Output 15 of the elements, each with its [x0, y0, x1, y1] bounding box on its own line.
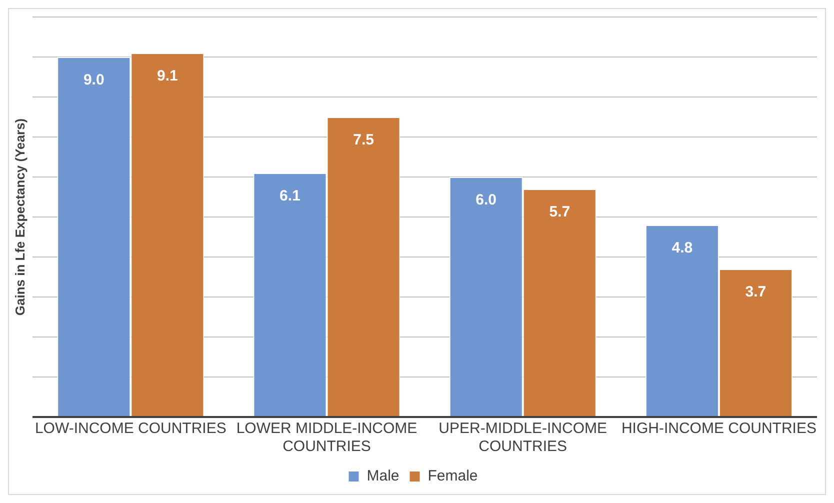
data-label: 6.0 — [476, 192, 497, 209]
x-tick-label: UPER-MIDDLE-INCOME COUNTRIES — [438, 420, 608, 456]
y-axis-title: Gains in Lfe Expectancy (Years) — [12, 118, 28, 316]
data-label: 3.7 — [745, 284, 766, 301]
legend-label: Male — [366, 468, 400, 485]
data-label: 4.8 — [672, 240, 693, 257]
legend-label: Female — [428, 468, 478, 485]
x-tick-label: LOW-INCOME COUNTRIES — [34, 420, 226, 438]
data-label: 7.5 — [353, 132, 374, 149]
x-tick-label: LOWER MIDDLE-INCOME COUNTRIES — [236, 420, 418, 456]
x-tick-label: HIGH-INCOME COUNTRIES — [621, 420, 816, 438]
data-label: 9.1 — [156, 68, 178, 85]
data-label: 5.7 — [549, 204, 570, 221]
data-label: 9.0 — [83, 72, 104, 89]
data-label: 6.1 — [280, 188, 300, 205]
